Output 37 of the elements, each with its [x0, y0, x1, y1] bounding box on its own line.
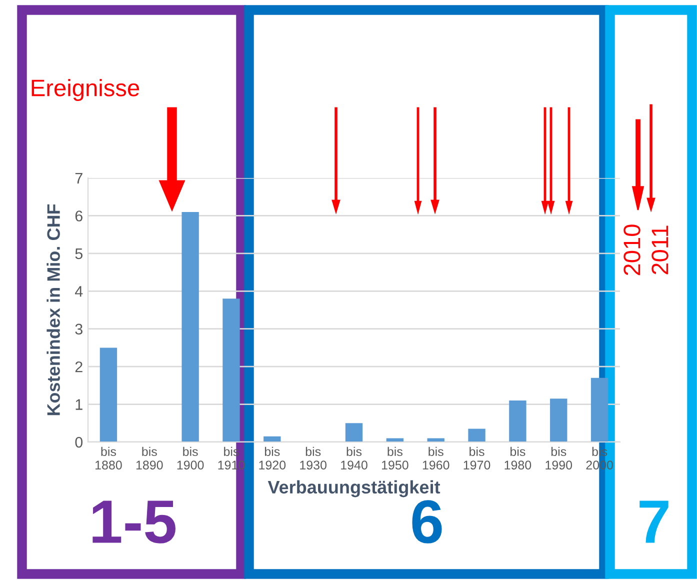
y-tick-label: 1 — [76, 399, 82, 410]
x-tick-label: bis 1940 — [341, 446, 368, 470]
y-tick-label: 5 — [75, 248, 82, 260]
x-tick-label: bis 1900 — [177, 446, 204, 470]
text: 2010 — [624, 224, 640, 276]
x-tick-label: bis 1880 — [96, 446, 122, 470]
y-tick-label: 7 — [75, 173, 82, 184]
x-axis-title: Verbauungstätigkeit — [268, 480, 440, 498]
bar — [386, 438, 404, 442]
y-tick-label: 0 — [75, 436, 83, 448]
y-tick-label: 6 — [75, 210, 82, 222]
bar — [509, 400, 526, 442]
bar — [100, 348, 118, 442]
text: 2011 — [652, 226, 668, 274]
y-tick-label: 3 — [75, 324, 82, 335]
bar — [590, 378, 608, 442]
y-tick-label: 2 — [75, 361, 82, 372]
text: 6 — [412, 500, 442, 544]
bar — [222, 298, 240, 442]
bar — [427, 438, 444, 442]
x-tick-label: bis 1920 — [259, 446, 286, 470]
text: 1-5 — [92, 500, 176, 544]
x-tick-label: bis 1950 — [382, 446, 408, 470]
y-tick-label: 4 — [74, 286, 83, 297]
x-tick-label: bis 1930 — [300, 446, 326, 470]
x-tick-label: bis 1890 — [136, 446, 163, 470]
x-tick-label: bis 1980 — [504, 446, 532, 470]
x-tick-label: bis 1970 — [464, 446, 490, 470]
bar — [345, 423, 363, 442]
bar — [182, 212, 199, 442]
y-axis-title: Kostenindex in Mio. CHF — [46, 204, 60, 416]
x-tick-label: bis 1960 — [422, 446, 450, 470]
text: Ereignisse — [32, 78, 140, 102]
bar — [468, 428, 486, 442]
bar — [550, 398, 568, 442]
text: 7 — [640, 500, 668, 543]
x-tick-label: bis 1990 — [546, 446, 572, 470]
